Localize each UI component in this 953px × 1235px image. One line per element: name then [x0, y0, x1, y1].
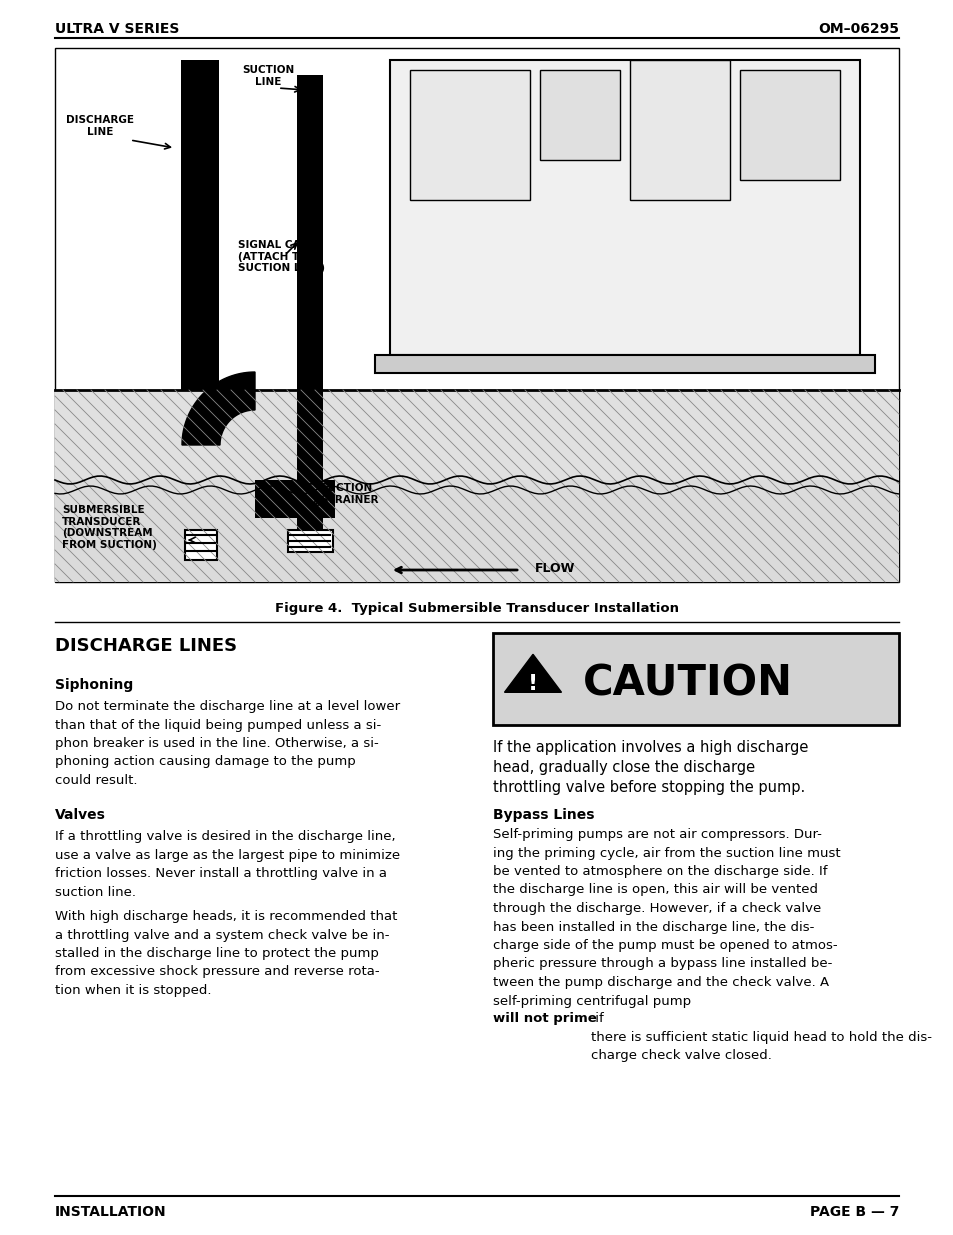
Bar: [539, 70, 619, 161]
Bar: [410, 70, 530, 200]
Text: Valves: Valves: [55, 808, 106, 823]
Text: SUCTION
STRAINER: SUCTION STRAINER: [319, 483, 378, 505]
Text: Do not terminate the discharge line at a level lower
than that of the liquid bei: Do not terminate the discharge line at a…: [55, 700, 399, 787]
Bar: [55, 480, 898, 582]
Bar: [740, 70, 840, 180]
Bar: [375, 354, 874, 373]
Text: Self-priming pumps are not air compressors. Dur-
ing the priming cycle, air from: Self-priming pumps are not air compresso…: [493, 827, 840, 1008]
Bar: [55, 390, 898, 582]
Text: If the application involves a high discharge: If the application involves a high disch…: [493, 740, 807, 755]
Text: With high discharge heads, it is recommended that
a throttling valve and a syste: With high discharge heads, it is recomme…: [55, 910, 397, 997]
Text: CAUTION: CAUTION: [582, 662, 792, 704]
Text: head, gradually close the discharge: head, gradually close the discharge: [493, 760, 755, 776]
Text: Bypass Lines: Bypass Lines: [493, 808, 594, 823]
Text: SUBMERSIBLE
TRANSDUCER
(DOWNSTREAM
FROM SUCTION): SUBMERSIBLE TRANSDUCER (DOWNSTREAM FROM …: [62, 505, 156, 550]
Text: Siphoning: Siphoning: [55, 678, 133, 692]
Bar: [254, 480, 335, 517]
Text: OM–06295: OM–06295: [817, 22, 898, 36]
Text: FLOW: FLOW: [535, 562, 575, 574]
Text: PAGE B — 7: PAGE B — 7: [809, 1205, 898, 1219]
Text: If a throttling valve is desired in the discharge line,
use a valve as large as : If a throttling valve is desired in the …: [55, 830, 399, 899]
Text: SIGNAL CABLE
(ATTACH TO
SUCTION LINE): SIGNAL CABLE (ATTACH TO SUCTION LINE): [237, 240, 325, 273]
Text: !: !: [527, 674, 537, 694]
Text: will not prime: will not prime: [493, 1011, 597, 1025]
Polygon shape: [504, 655, 561, 693]
Bar: [390, 61, 859, 354]
Text: Figure 4.  Typical Submersible Transducer Installation: Figure 4. Typical Submersible Transducer…: [274, 601, 679, 615]
Polygon shape: [182, 372, 254, 445]
Bar: [629, 61, 729, 200]
Bar: [55, 48, 898, 582]
Text: ULTRA V SERIES: ULTRA V SERIES: [55, 22, 179, 36]
Text: throttling valve before stopping the pump.: throttling valve before stopping the pum…: [493, 781, 804, 795]
Bar: [185, 530, 216, 559]
Text: SUCTION
LINE: SUCTION LINE: [242, 65, 294, 86]
Bar: [493, 634, 898, 725]
Bar: [288, 530, 333, 552]
Text: INSTALLATION: INSTALLATION: [55, 1205, 167, 1219]
Text: DISCHARGE LINES: DISCHARGE LINES: [55, 637, 237, 655]
Text: if
there is sufficient static liquid head to hold the dis-
charge check valve cl: if there is sufficient static liquid hea…: [590, 1011, 931, 1062]
Text: DISCHARGE
LINE: DISCHARGE LINE: [66, 115, 133, 137]
Bar: [296, 75, 323, 530]
Bar: [181, 61, 219, 390]
